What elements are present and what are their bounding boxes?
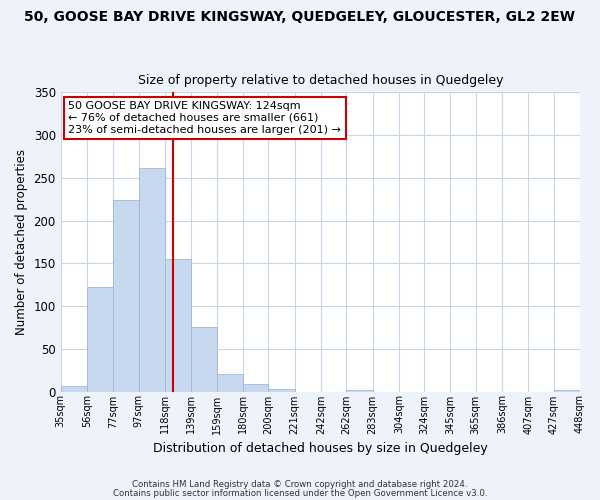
Bar: [113, 200, 139, 392]
Bar: [191, 326, 217, 392]
Text: 50, GOOSE BAY DRIVE KINGSWAY, QUEDGELEY, GLOUCESTER, GL2 2EW: 50, GOOSE BAY DRIVE KINGSWAY, QUEDGELEY,…: [25, 10, 575, 24]
Text: Contains HM Land Registry data © Crown copyright and database right 2024.: Contains HM Land Registry data © Crown c…: [132, 480, 468, 489]
Bar: [268, 389, 295, 392]
Bar: [346, 390, 373, 392]
Text: 50 GOOSE BAY DRIVE KINGSWAY: 124sqm
← 76% of detached houses are smaller (661)
2: 50 GOOSE BAY DRIVE KINGSWAY: 124sqm ← 76…: [68, 102, 341, 134]
X-axis label: Distribution of detached houses by size in Quedgeley: Distribution of detached houses by size …: [153, 442, 488, 455]
Bar: [217, 374, 243, 392]
Bar: [165, 259, 191, 392]
Bar: [243, 384, 268, 392]
Text: Contains public sector information licensed under the Open Government Licence v3: Contains public sector information licen…: [113, 489, 487, 498]
Bar: [139, 168, 165, 392]
Y-axis label: Number of detached properties: Number of detached properties: [15, 149, 28, 335]
Title: Size of property relative to detached houses in Quedgeley: Size of property relative to detached ho…: [137, 74, 503, 87]
Bar: [554, 390, 580, 392]
Bar: [61, 386, 87, 392]
Bar: [87, 287, 113, 392]
